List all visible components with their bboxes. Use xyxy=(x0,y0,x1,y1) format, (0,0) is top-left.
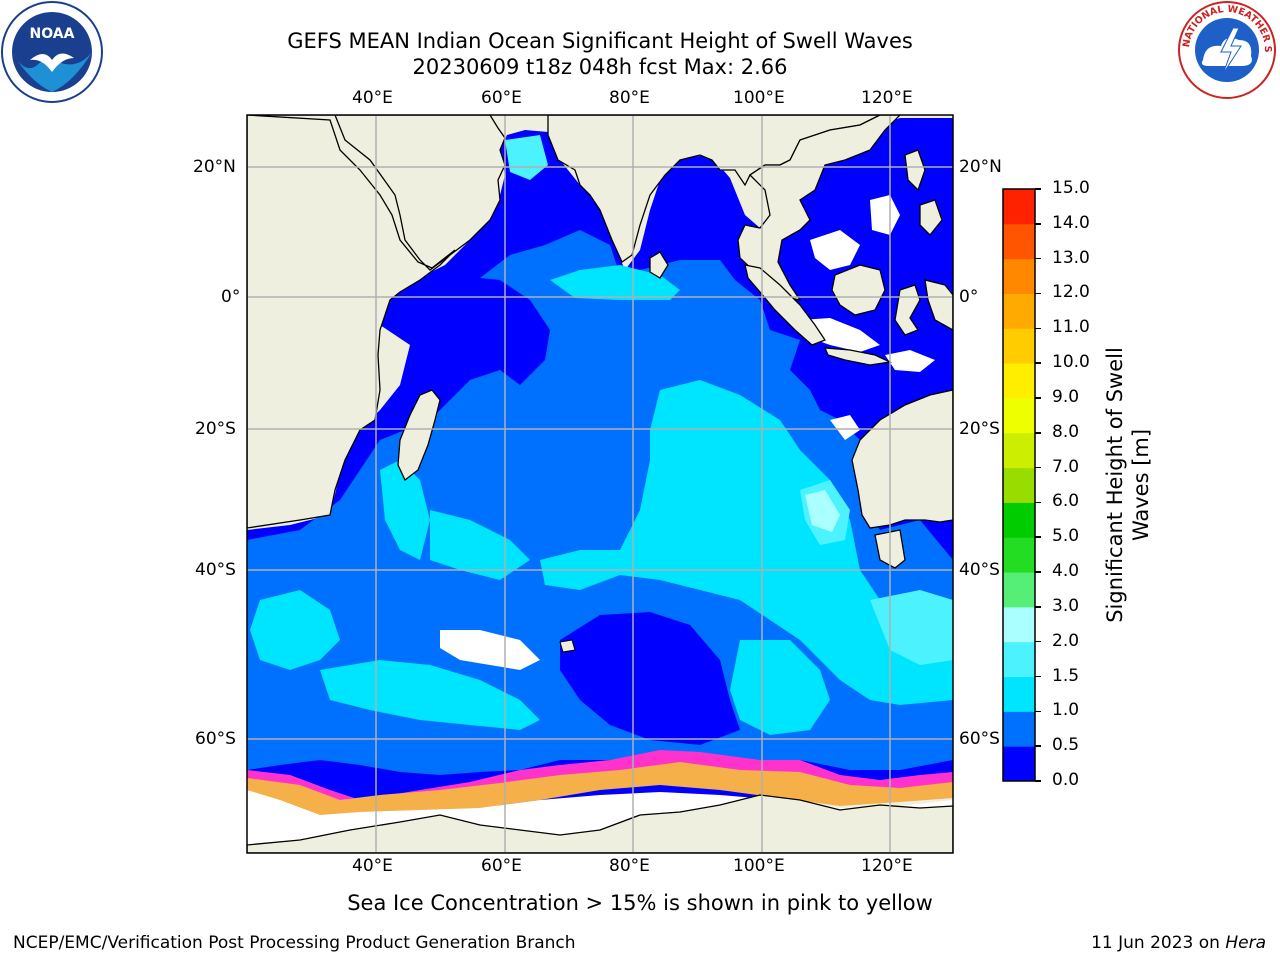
colorbar-tick-label: 1.0 xyxy=(1052,700,1079,720)
colorbar-swatch xyxy=(1003,398,1035,433)
colorbar-label: Significant Height of Swell Waves [m] xyxy=(1102,347,1154,623)
lon-label-top: 100°E xyxy=(733,88,785,108)
colorbar-tick-mark xyxy=(1035,502,1041,504)
colorbar-swatch xyxy=(1003,224,1035,259)
colorbar-tick-mark xyxy=(1035,536,1041,538)
colorbar-swatch xyxy=(1003,607,1035,642)
colorbar-swatch xyxy=(1003,502,1035,537)
lat-label-right: 20°N xyxy=(959,157,1002,177)
lon-label-top: 120°E xyxy=(861,88,913,108)
colorbar-tick-mark xyxy=(1035,780,1041,782)
lon-label-bottom: 120°E xyxy=(861,856,913,876)
colorbar-tick-mark xyxy=(1035,641,1041,643)
colorbar-tick-label: 2.0 xyxy=(1052,631,1079,651)
colorbar-tick-mark xyxy=(1035,745,1041,747)
lat-label-right: 60°S xyxy=(959,729,1000,749)
colorbar-swatch xyxy=(1003,468,1035,503)
sea-ice-note: Sea Ice Concentration > 15% is shown in … xyxy=(0,891,1280,915)
colorbar-tick-label: 8.0 xyxy=(1052,422,1079,442)
colorbar-tick-label: 5.0 xyxy=(1052,526,1079,546)
colorbar-tick-mark xyxy=(1035,606,1041,608)
colorbar-tick-label: 0.5 xyxy=(1052,735,1079,755)
lat-label-right: 40°S xyxy=(959,560,1000,580)
colorbar-label-line2: Waves [m] xyxy=(1128,347,1154,623)
lon-label-bottom: 60°E xyxy=(481,856,522,876)
colorbar-tick-mark xyxy=(1035,676,1041,678)
colorbar-swatch xyxy=(1003,293,1035,328)
colorbar-swatch xyxy=(1003,363,1035,398)
colorbar-swatch xyxy=(1003,537,1035,572)
colorbar-tick-mark xyxy=(1035,258,1041,260)
lat-label-right: 20°S xyxy=(959,419,1000,439)
lon-label-top: 60°E xyxy=(481,88,522,108)
kerguelen-land xyxy=(560,640,575,652)
colorbar-tick-label: 12.0 xyxy=(1052,282,1090,302)
colorbar-tick-label: 14.0 xyxy=(1052,213,1090,233)
colorbar-tick-label: 11.0 xyxy=(1052,317,1090,337)
colorbar-swatch xyxy=(1003,189,1035,224)
colorbar-tick-mark xyxy=(1035,293,1041,295)
lon-label-top: 40°E xyxy=(352,88,393,108)
colorbar-swatch xyxy=(1003,259,1035,294)
lat-label-left: 20°S xyxy=(195,419,236,439)
colorbar-tick-mark xyxy=(1035,362,1041,364)
footer-date: 11 Jun 2023 on Hera xyxy=(1091,933,1266,953)
lat-label-left: 60°S xyxy=(195,729,236,749)
colorbar-swatch xyxy=(1003,642,1035,677)
colorbar-tick-mark xyxy=(1035,432,1041,434)
colorbar-tick-label: 13.0 xyxy=(1052,248,1090,268)
footer-host: Hera xyxy=(1225,933,1266,953)
colorbar-tick-label: 9.0 xyxy=(1052,387,1079,407)
lon-label-top: 80°E xyxy=(609,88,650,108)
colorbar-tick-mark xyxy=(1035,223,1041,225)
map-layers xyxy=(247,115,953,853)
colorbar-tick-mark xyxy=(1035,328,1041,330)
colorbar-tick-label: 7.0 xyxy=(1052,457,1079,477)
colorbar-label-line1: Significant Height of Swell xyxy=(1102,347,1128,623)
colorbar-tick-label: 4.0 xyxy=(1052,561,1079,581)
colorbar-tick-mark xyxy=(1035,467,1041,469)
lat-label-left: 0° xyxy=(221,287,240,307)
colorbar-swatch xyxy=(1003,746,1035,781)
lon-label-bottom: 40°E xyxy=(352,856,393,876)
colorbar-tick-label: 1.5 xyxy=(1052,666,1079,686)
colorbar-swatch xyxy=(1003,677,1035,712)
colorbar xyxy=(1000,187,1040,783)
colorbar-tick-mark xyxy=(1035,571,1041,573)
colorbar-tick-mark xyxy=(1035,711,1041,713)
footer-date-text: 11 Jun 2023 on xyxy=(1091,933,1225,953)
lat-label-right: 0° xyxy=(959,287,978,307)
colorbar-tick-mark xyxy=(1035,188,1041,190)
colorbar-tick-label: 6.0 xyxy=(1052,491,1079,511)
colorbar-swatch xyxy=(1003,711,1035,746)
colorbar-swatch xyxy=(1003,572,1035,607)
lat-label-left: 20°N xyxy=(193,157,236,177)
colorbar-tick-mark xyxy=(1035,397,1041,399)
lon-label-bottom: 80°E xyxy=(609,856,650,876)
lon-label-bottom: 100°E xyxy=(733,856,785,876)
lat-label-left: 40°S xyxy=(195,560,236,580)
colorbar-tick-label: 3.0 xyxy=(1052,596,1079,616)
footer-credit: NCEP/EMC/Verification Post Processing Pr… xyxy=(13,933,576,953)
colorbar-swatch xyxy=(1003,328,1035,363)
colorbar-tick-label: 0.0 xyxy=(1052,770,1079,790)
colorbar-tick-label: 15.0 xyxy=(1052,178,1090,198)
colorbar-tick-label: 10.0 xyxy=(1052,352,1090,372)
colorbar-swatch xyxy=(1003,433,1035,468)
